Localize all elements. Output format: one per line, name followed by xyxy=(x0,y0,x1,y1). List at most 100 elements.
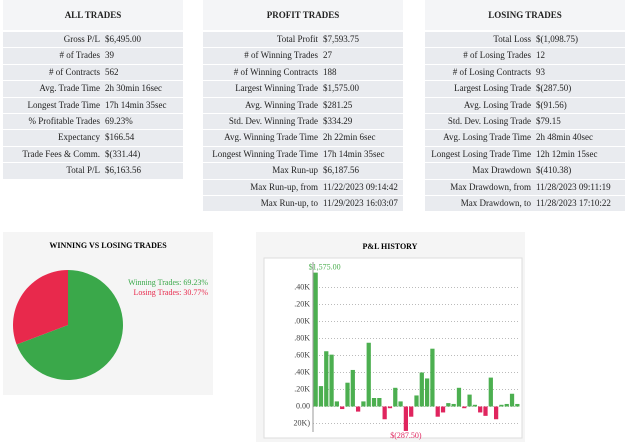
bar xyxy=(403,406,409,431)
bar xyxy=(419,372,424,407)
row-label: Trade Fees & Comm. xyxy=(22,148,100,159)
table-row: Std. Dev. Losing Trade $79.15 xyxy=(425,114,625,130)
table-row: Largest Losing Trade $(287.50) xyxy=(425,81,625,97)
table-row: Max Run-up, to 11/29/2023 16:03:07 xyxy=(203,196,403,212)
bar xyxy=(509,393,515,407)
bar xyxy=(409,406,414,417)
table-row: Largest Winning Trade $1,575.00 xyxy=(203,81,403,97)
y-tick-label: .20K xyxy=(294,299,310,308)
bar xyxy=(313,272,318,407)
table-row: Longest Losing Trade Time 12h 12min 15sec xyxy=(425,146,625,163)
table-title: PROFIT TRADES xyxy=(203,0,403,30)
bar xyxy=(355,406,361,412)
row-value: 93 xyxy=(536,66,545,77)
y-tick-label: .60K xyxy=(294,350,310,359)
bar xyxy=(366,342,371,407)
table-row: Trade Fees & Comm. $(331.44) xyxy=(3,146,183,163)
bar xyxy=(387,406,393,409)
row-value: $(287.50) xyxy=(536,83,572,94)
table-row: Longest Trade Time 17h 14min 35sec xyxy=(3,97,183,113)
bar xyxy=(345,382,350,407)
row-value: 39 xyxy=(105,50,114,61)
row-label: Largest Losing Trade xyxy=(454,83,531,94)
pie-slice xyxy=(16,270,123,380)
row-value: $(331.44) xyxy=(105,148,141,159)
pie-slice xyxy=(12,270,69,345)
row-label: Max Drawdown, to xyxy=(460,198,531,208)
bar xyxy=(467,394,472,407)
table-row: Total P/L $6,163.56 xyxy=(3,163,183,179)
row-label: # of Winning Contracts xyxy=(233,66,318,77)
legend-entry: Winning Trades: 69.23% xyxy=(128,278,208,287)
table-row: # of Winning Trades 27 xyxy=(203,48,403,64)
row-label: # of Contracts xyxy=(49,66,100,77)
row-label: Max Run-up, from xyxy=(250,181,318,192)
table-row: Avg. Winning Trade $281.25 xyxy=(203,97,403,113)
table-row: Avg. Winning Trade Time 2h 22min 6sec xyxy=(203,130,403,146)
table-row: Gross P/L $6,495.00 xyxy=(3,32,183,48)
table-row: # of Losing Contracts 93 xyxy=(425,64,625,81)
row-label: Longest Trade Time xyxy=(27,99,100,110)
bar xyxy=(462,406,467,409)
row-value: $(410.38) xyxy=(536,165,572,176)
table-row: # of Trades 39 xyxy=(3,48,183,64)
y-tick-label: .80K xyxy=(294,333,310,342)
row-value: 562 xyxy=(105,66,119,77)
bar xyxy=(451,403,456,407)
y-tick-label: .00K xyxy=(294,316,310,325)
table-title: LOSING TRADES xyxy=(425,0,625,30)
bar-title: P&L HISTORY xyxy=(363,242,418,251)
row-label: Max Run-up, to xyxy=(260,198,318,208)
bar xyxy=(440,406,446,413)
bar xyxy=(515,403,520,407)
value-label: $1,575.00 xyxy=(309,262,341,271)
table-row: # of Winning Contracts 188 xyxy=(203,64,403,81)
bar xyxy=(504,403,509,407)
row-label: Max Drawdown, from xyxy=(450,181,531,192)
row-value: 12h 12min 15sec xyxy=(536,148,598,159)
bar xyxy=(414,395,419,407)
bar xyxy=(424,378,430,407)
bar xyxy=(499,404,504,407)
y-tick-label: .40K xyxy=(294,367,310,376)
row-value: $1,575.00 xyxy=(323,83,359,94)
row-value: $334.29 xyxy=(323,116,353,126)
bar xyxy=(430,348,435,407)
row-value: 2h 48min 40sec xyxy=(536,132,593,143)
y-tick-label: 20K) xyxy=(294,418,311,427)
table-row: Total Profit $7,593.75 xyxy=(203,32,403,48)
row-value: $166.54 xyxy=(105,132,135,143)
row-label: Avg. Losing Trade Time xyxy=(443,132,531,143)
stats-table: PROFIT TRADES Total Profit $7,593.75 # of W… xyxy=(203,0,403,212)
bar xyxy=(324,351,329,407)
bar xyxy=(382,406,387,420)
row-label: Expectancy xyxy=(58,132,100,143)
row-value: 17h 14min 35sec xyxy=(105,99,167,110)
table-title: ALL TRADES xyxy=(3,0,183,30)
row-value: 11/22/2023 09:14:42 xyxy=(323,181,398,192)
bar xyxy=(393,387,398,407)
table-row: Max Drawdown, from 11/28/2023 09:11:19 xyxy=(425,179,625,195)
y-tick-label: .40K xyxy=(294,282,310,291)
row-value: 12 xyxy=(536,50,545,61)
row-value: 11/28/2023 09:11:19 xyxy=(536,181,611,192)
table-row: Total Loss $(1,098.75) xyxy=(425,32,625,48)
row-value: 2h 22min 6sec xyxy=(323,132,376,143)
row-label: Avg. Trade Time xyxy=(39,83,100,94)
bar xyxy=(435,406,440,417)
row-value: $6,187.56 xyxy=(323,165,359,176)
row-value: $79.15 xyxy=(536,116,561,126)
bar xyxy=(446,403,451,407)
stats-table: ALL TRADES Gross P/L $6,495.00 # of Trades 3… xyxy=(3,0,183,180)
y-tick-label: .20K xyxy=(294,384,310,393)
table-row: # of Contracts 562 xyxy=(3,64,183,81)
row-label: Avg. Winning Trade Time xyxy=(224,132,318,143)
row-value: 69.23% xyxy=(105,116,133,126)
table-row: Avg. Losing Trade Time 2h 48min 40sec xyxy=(425,130,625,146)
row-label: # of Trades xyxy=(59,50,100,61)
bar xyxy=(456,387,462,407)
row-label: Std. Dev. Losing Trade xyxy=(447,116,531,126)
row-label: Longest Losing Trade Time xyxy=(431,148,531,159)
